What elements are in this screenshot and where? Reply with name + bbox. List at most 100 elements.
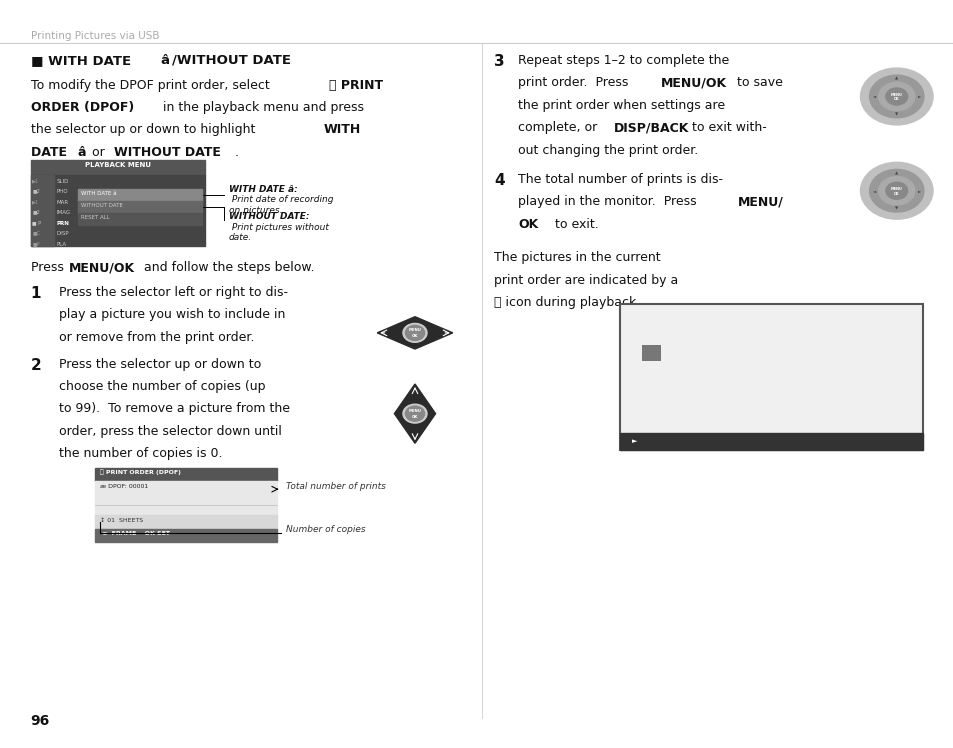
Text: PLAYBACK MENU: PLAYBACK MENU xyxy=(85,162,151,168)
Bar xyxy=(95,481,276,518)
Text: Number of copies: Number of copies xyxy=(286,525,365,534)
Bar xyxy=(641,345,660,361)
Text: ⎙ icon during playback.: ⎙ icon during playback. xyxy=(494,296,639,309)
Text: the selector up or down to highlight: the selector up or down to highlight xyxy=(30,123,258,136)
Text: ■P: ■P xyxy=(32,241,40,246)
Text: print order.  Press: print order. Press xyxy=(517,76,632,89)
Text: ◄► FRAME    OK SET: ◄► FRAME OK SET xyxy=(100,531,170,536)
Text: MENU: MENU xyxy=(408,328,421,332)
Text: played in the monitor.  Press: played in the monitor. Press xyxy=(517,195,700,208)
Text: ■ P: ■ P xyxy=(32,220,41,225)
Text: PHO: PHO xyxy=(56,189,68,194)
Text: ►: ► xyxy=(917,94,920,99)
Text: ⎙ PRINT: ⎙ PRINT xyxy=(329,79,383,91)
Bar xyxy=(78,189,202,201)
Text: Press the selector left or right to dis-: Press the selector left or right to dis- xyxy=(59,286,288,298)
Bar xyxy=(30,175,54,246)
Text: ■2: ■2 xyxy=(32,209,40,215)
Circle shape xyxy=(402,323,427,343)
Text: ↕ 01  SHEETS: ↕ 01 SHEETS xyxy=(100,518,143,523)
Text: WITH DATE â: WITH DATE â xyxy=(81,191,116,197)
Text: ORDER (DPOF): ORDER (DPOF) xyxy=(30,101,133,114)
Text: choose the number of copies (up: choose the number of copies (up xyxy=(59,380,265,393)
Text: WITHOUT DATE:: WITHOUT DATE: xyxy=(229,212,309,221)
Bar xyxy=(619,433,923,450)
Text: The pictures in the current: The pictures in the current xyxy=(494,251,660,264)
Circle shape xyxy=(878,82,914,111)
Text: MENU: MENU xyxy=(890,187,902,191)
Text: DATE: DATE xyxy=(30,146,71,159)
Text: MENU/OK: MENU/OK xyxy=(69,261,134,274)
Text: ▼: ▼ xyxy=(894,112,898,116)
Text: WITH DATE â:: WITH DATE â: xyxy=(229,185,297,194)
Text: date.: date. xyxy=(229,233,252,242)
Text: to exit with-: to exit with- xyxy=(687,121,766,134)
Text: ■ WITH DATE: ■ WITH DATE xyxy=(30,54,135,67)
Text: or: or xyxy=(88,146,109,159)
Text: PLA: PLA xyxy=(56,242,67,247)
Text: ▶1: ▶1 xyxy=(32,199,39,204)
Text: ►: ► xyxy=(631,438,637,444)
Text: 2: 2 xyxy=(30,358,41,373)
Polygon shape xyxy=(376,316,453,349)
Text: or remove from the print order.: or remove from the print order. xyxy=(59,331,254,343)
Text: DISP: DISP xyxy=(56,231,69,236)
Text: Repeat steps 1–2 to complete the: Repeat steps 1–2 to complete the xyxy=(517,54,728,67)
Bar xyxy=(95,515,276,529)
Text: Press: Press xyxy=(30,261,68,274)
Text: OK: OK xyxy=(893,191,899,195)
Text: 3: 3 xyxy=(494,54,504,69)
Text: complete, or: complete, or xyxy=(517,121,600,134)
Text: WITHOUT DATE: WITHOUT DATE xyxy=(113,146,220,159)
Text: ◄: ◄ xyxy=(872,188,875,193)
Circle shape xyxy=(860,68,932,125)
Circle shape xyxy=(402,404,427,423)
Circle shape xyxy=(405,406,424,421)
Bar xyxy=(95,529,276,542)
Text: ▼: ▼ xyxy=(894,206,898,210)
Text: â: â xyxy=(77,146,86,159)
Bar xyxy=(78,213,202,225)
Polygon shape xyxy=(394,384,436,444)
Text: Total number of prints: Total number of prints xyxy=(286,482,386,491)
Text: in the playback menu and press: in the playback menu and press xyxy=(159,101,364,114)
Text: ■C: ■C xyxy=(32,230,40,236)
Bar xyxy=(30,175,205,246)
Circle shape xyxy=(869,76,923,117)
Text: and follow the steps below.: and follow the steps below. xyxy=(140,261,314,274)
Text: MENU: MENU xyxy=(890,93,902,96)
Text: RESET ALL: RESET ALL xyxy=(81,215,110,220)
Text: Printing Pictures via USB: Printing Pictures via USB xyxy=(30,31,159,41)
Text: MENU: MENU xyxy=(408,409,421,413)
Text: OK: OK xyxy=(893,97,899,101)
Text: on pictures.: on pictures. xyxy=(229,206,282,215)
Text: ►: ► xyxy=(917,188,920,193)
Text: WITHOUT DATE: WITHOUT DATE xyxy=(81,203,123,208)
Text: print order are indicated by a: print order are indicated by a xyxy=(494,274,678,286)
Circle shape xyxy=(869,170,923,212)
Circle shape xyxy=(878,177,914,205)
Text: OK: OK xyxy=(517,218,537,230)
Text: to 99).  To remove a picture from the: to 99). To remove a picture from the xyxy=(59,402,290,415)
Text: OK: OK xyxy=(412,334,417,338)
Text: to save: to save xyxy=(732,76,781,89)
Text: The total number of prints is dis-: The total number of prints is dis- xyxy=(517,173,722,186)
Circle shape xyxy=(885,88,906,105)
Circle shape xyxy=(860,162,932,219)
Text: play a picture you wish to include in: play a picture you wish to include in xyxy=(59,308,285,321)
Text: æ DPOF: 00001: æ DPOF: 00001 xyxy=(100,484,149,489)
Bar xyxy=(78,201,202,213)
Text: MENU/OK: MENU/OK xyxy=(660,76,726,89)
Text: the number of copies is 0.: the number of copies is 0. xyxy=(59,447,222,460)
Text: To modify the DPOF print order, select: To modify the DPOF print order, select xyxy=(30,79,277,91)
Text: ■2: ■2 xyxy=(32,188,40,194)
Text: .: . xyxy=(234,146,238,159)
Text: PRN: PRN xyxy=(56,221,69,226)
Text: MAR: MAR xyxy=(56,200,69,205)
Text: IMAG: IMAG xyxy=(56,210,71,215)
Text: SLID: SLID xyxy=(56,179,69,184)
Text: to exit.: to exit. xyxy=(551,218,598,230)
Text: ▲: ▲ xyxy=(894,77,898,81)
Text: order, press the selector down until: order, press the selector down until xyxy=(59,425,282,438)
Bar xyxy=(619,304,923,450)
